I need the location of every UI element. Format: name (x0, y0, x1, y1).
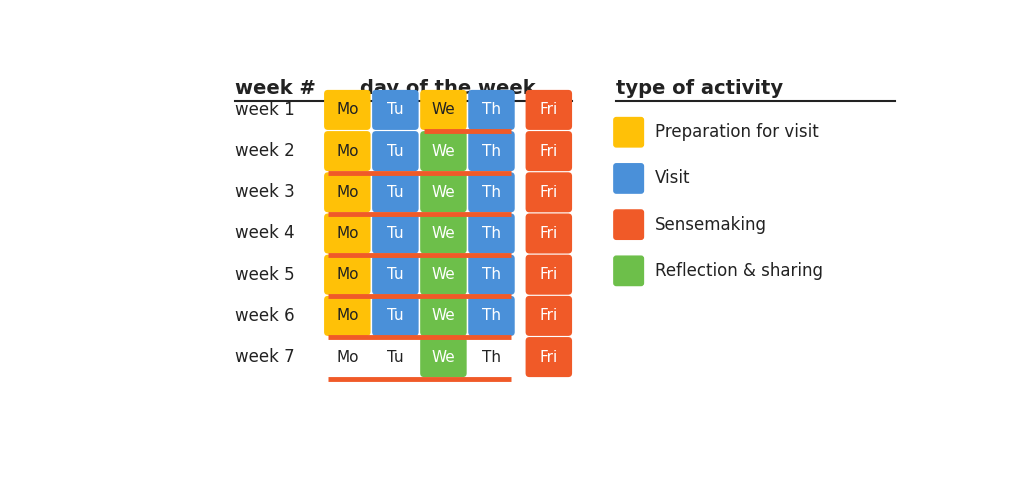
FancyBboxPatch shape (525, 337, 572, 377)
FancyBboxPatch shape (372, 131, 419, 171)
FancyBboxPatch shape (324, 131, 371, 171)
FancyBboxPatch shape (613, 209, 644, 240)
Text: We: We (431, 103, 456, 118)
Text: type of activity: type of activity (616, 79, 783, 98)
FancyBboxPatch shape (420, 131, 467, 171)
FancyBboxPatch shape (525, 213, 572, 254)
Text: We: We (431, 143, 456, 158)
Text: We: We (431, 267, 456, 282)
FancyBboxPatch shape (613, 256, 644, 286)
Text: week 4: week 4 (234, 225, 295, 243)
FancyBboxPatch shape (468, 213, 515, 254)
Text: Tu: Tu (387, 226, 403, 241)
Text: Th: Th (482, 103, 501, 118)
FancyBboxPatch shape (324, 296, 371, 336)
Text: Preparation for visit: Preparation for visit (655, 123, 819, 141)
Text: Fri: Fri (540, 267, 558, 282)
Text: Th: Th (482, 143, 501, 158)
Text: week 7: week 7 (234, 348, 295, 366)
FancyBboxPatch shape (372, 213, 419, 254)
Text: Th: Th (482, 267, 501, 282)
Text: We: We (431, 349, 456, 364)
FancyBboxPatch shape (324, 213, 371, 254)
Text: Sensemaking: Sensemaking (655, 216, 767, 234)
Text: Fri: Fri (540, 349, 558, 364)
Text: Mo: Mo (336, 185, 358, 200)
Text: week 5: week 5 (234, 266, 295, 284)
FancyBboxPatch shape (372, 255, 419, 295)
FancyBboxPatch shape (324, 172, 371, 212)
Text: Th: Th (482, 185, 501, 200)
Text: day of the week: day of the week (360, 79, 536, 98)
FancyBboxPatch shape (525, 131, 572, 171)
Text: Tu: Tu (387, 143, 403, 158)
Text: We: We (431, 309, 456, 323)
FancyBboxPatch shape (372, 296, 419, 336)
Text: week 6: week 6 (234, 307, 295, 325)
FancyBboxPatch shape (324, 255, 371, 295)
Text: week 1: week 1 (234, 101, 295, 119)
Text: Mo: Mo (336, 267, 358, 282)
Text: week 3: week 3 (234, 183, 295, 201)
FancyBboxPatch shape (324, 90, 371, 130)
Text: Th: Th (482, 349, 501, 364)
FancyBboxPatch shape (420, 337, 467, 377)
FancyBboxPatch shape (468, 131, 515, 171)
Text: Fri: Fri (540, 309, 558, 323)
Text: Fri: Fri (540, 185, 558, 200)
Text: week #: week # (234, 79, 315, 98)
Text: Mo: Mo (336, 143, 358, 158)
FancyBboxPatch shape (420, 255, 467, 295)
FancyBboxPatch shape (525, 172, 572, 212)
Text: Fri: Fri (540, 226, 558, 241)
FancyBboxPatch shape (372, 90, 419, 130)
Text: Mo: Mo (336, 309, 358, 323)
Text: We: We (431, 226, 456, 241)
Text: Tu: Tu (387, 349, 403, 364)
Text: Mo: Mo (336, 103, 358, 118)
FancyBboxPatch shape (525, 255, 572, 295)
FancyBboxPatch shape (420, 213, 467, 254)
Text: Reflection & sharing: Reflection & sharing (655, 262, 823, 280)
Text: Visit: Visit (655, 170, 690, 188)
FancyBboxPatch shape (420, 296, 467, 336)
FancyBboxPatch shape (468, 90, 515, 130)
FancyBboxPatch shape (420, 90, 467, 130)
Text: week 2: week 2 (234, 142, 295, 160)
FancyBboxPatch shape (420, 172, 467, 212)
Text: Tu: Tu (387, 267, 403, 282)
Text: Mo: Mo (336, 226, 358, 241)
Text: Tu: Tu (387, 185, 403, 200)
FancyBboxPatch shape (468, 255, 515, 295)
Text: Fri: Fri (540, 143, 558, 158)
Text: We: We (431, 185, 456, 200)
FancyBboxPatch shape (525, 296, 572, 336)
FancyBboxPatch shape (372, 172, 419, 212)
Text: Mo: Mo (336, 349, 358, 364)
Text: Tu: Tu (387, 103, 403, 118)
Text: Th: Th (482, 226, 501, 241)
FancyBboxPatch shape (613, 117, 644, 148)
Text: Fri: Fri (540, 103, 558, 118)
FancyBboxPatch shape (613, 163, 644, 194)
Text: Th: Th (482, 309, 501, 323)
FancyBboxPatch shape (468, 296, 515, 336)
FancyBboxPatch shape (525, 90, 572, 130)
Text: Tu: Tu (387, 309, 403, 323)
FancyBboxPatch shape (468, 172, 515, 212)
